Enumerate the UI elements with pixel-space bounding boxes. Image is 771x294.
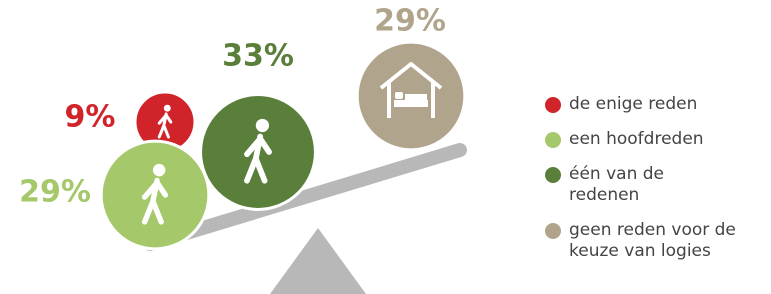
legend-item: een hoofdreden [545,129,739,150]
icon-head [164,105,171,112]
legend-label: een hoofdreden [569,129,704,149]
pivot [270,228,366,294]
legend: de enige reden een hoofdreden één van de r… [545,94,745,276]
legend-item: één van de redenen [545,164,739,206]
legend-label: de enige reden [569,94,697,114]
icon-pillow [395,92,403,99]
icon-blanket [405,94,427,100]
legend-item: de enige reden [545,94,739,115]
icon-head [153,164,165,176]
value-label: 29% [19,175,91,210]
value-label: 9% [65,100,116,135]
icon-head [256,119,269,132]
legend-label: geen reden voor de keuze van logies [569,220,736,261]
legend-dot [545,223,561,239]
infographic: 9% 29% 33% 29% de enige reden een hoofdreden… [0,0,771,294]
legend-dot [545,167,561,183]
legend-dot [545,132,561,148]
legend-dot [545,97,561,113]
legend-item: geen reden voor de keuze van logies [545,220,739,262]
value-label: 33% [222,39,294,74]
legend-label: één van de redenen [569,164,664,205]
icon-bed [394,100,428,107]
value-label: 29% [374,4,446,39]
